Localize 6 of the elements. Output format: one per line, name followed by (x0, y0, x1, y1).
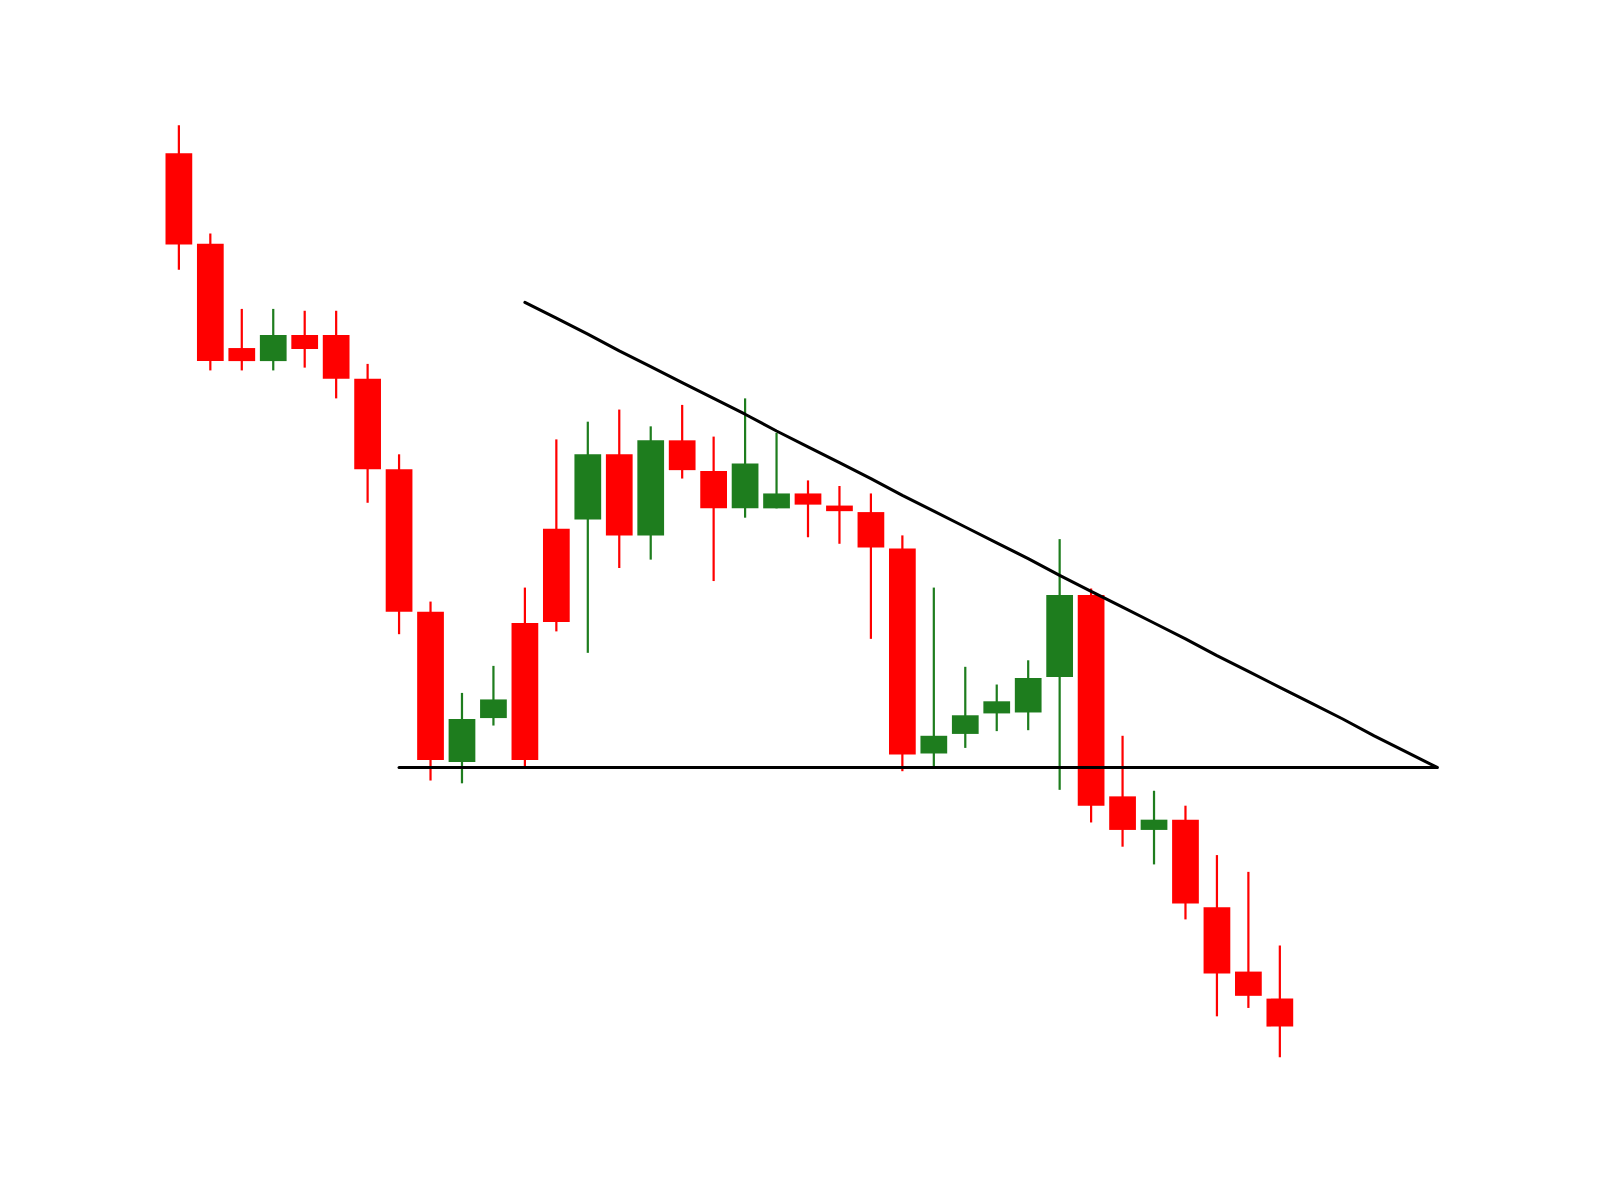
candlestick (1140, 789, 1168, 866)
candlestick (920, 586, 948, 768)
candlestick (826, 484, 853, 545)
candlestick (228, 307, 256, 372)
candlestick (291, 309, 319, 369)
candlestick (794, 479, 822, 539)
